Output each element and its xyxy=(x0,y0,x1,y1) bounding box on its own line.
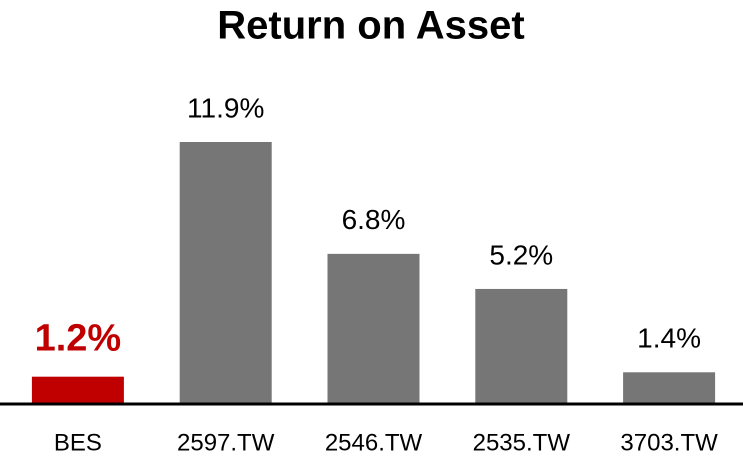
x-tick-label: 2597.TW xyxy=(177,429,275,456)
value-label: 11.9% xyxy=(187,92,264,123)
x-tick-label: BES xyxy=(54,429,102,456)
bar xyxy=(623,372,716,403)
value-label: 6.8% xyxy=(342,204,406,235)
bar xyxy=(31,376,124,403)
value-label: 1.2% xyxy=(35,318,122,360)
chart-title: Return on Asset xyxy=(217,4,524,48)
x-tick-label: 2535.TW xyxy=(473,429,571,456)
bar xyxy=(179,142,272,403)
bar xyxy=(475,288,568,403)
x-tick-label: 2546.TW xyxy=(325,429,423,456)
value-label: 5.2% xyxy=(489,239,553,270)
value-label: 1.4% xyxy=(637,323,701,354)
x-tick-label: 3703.TW xyxy=(620,429,718,456)
bar xyxy=(327,253,420,403)
